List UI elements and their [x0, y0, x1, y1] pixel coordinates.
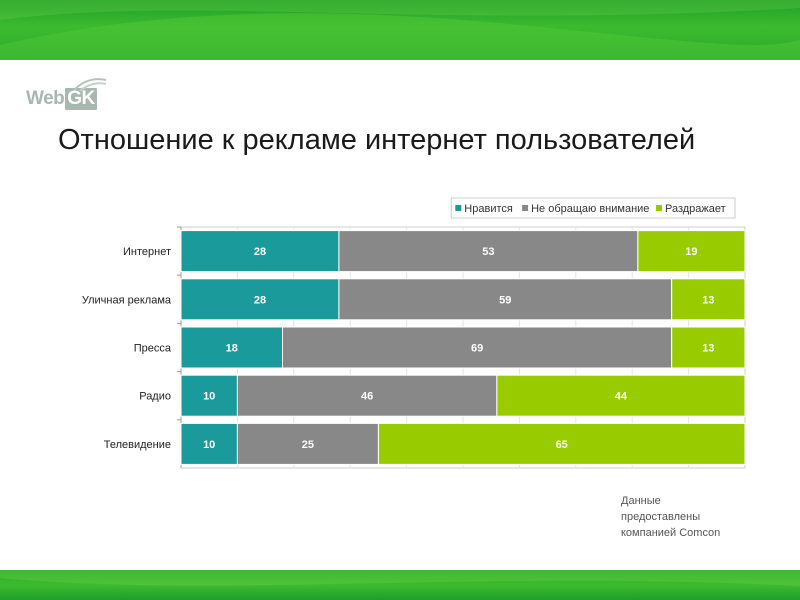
data-label: 13	[702, 343, 714, 355]
source-note: Данные предоставлены компанией Comcon	[621, 493, 771, 541]
data-label: 59	[499, 294, 511, 306]
bar-segment	[180, 278, 340, 321]
bar-segment	[338, 278, 673, 321]
data-label: 28	[254, 294, 266, 306]
category-label: Интернет	[123, 246, 171, 258]
bar-segment	[637, 230, 746, 273]
source-note-line: Данные	[621, 495, 661, 507]
legend-swatch	[455, 205, 462, 211]
bar-segment	[496, 374, 746, 417]
legend-swatch	[656, 205, 662, 211]
bar-segment	[377, 422, 746, 465]
data-label: 25	[302, 439, 314, 451]
legend-label: Не обращаю внимание	[531, 203, 649, 215]
data-label: 46	[361, 391, 373, 403]
data-label: 28	[254, 246, 266, 258]
data-label: 13	[702, 294, 714, 306]
legend-swatch	[522, 205, 529, 211]
logo-gk-text: GK	[65, 88, 97, 110]
legend-box	[450, 197, 736, 219]
data-label: 19	[685, 246, 697, 258]
logo-arcs-icon	[73, 78, 107, 92]
bar-segment	[671, 326, 746, 369]
data-label: 69	[471, 343, 483, 355]
data-label: 65	[556, 439, 568, 451]
source-note-line: компанией Comcon	[621, 527, 721, 539]
category-label: Радио	[139, 391, 171, 403]
data-label: 44	[615, 391, 628, 403]
category-label: Телевидение	[104, 439, 171, 451]
bar-segment	[180, 422, 238, 465]
category-label: Уличная реклама	[82, 294, 172, 306]
bottom-banner	[0, 570, 800, 600]
source-note-line: предоставлены	[621, 511, 701, 523]
legend-label: Раздражает	[665, 203, 726, 215]
bar-segment	[236, 422, 379, 465]
bar-segment	[180, 230, 340, 273]
page-title: Отношение к рекламе интернет пользовател…	[58, 124, 696, 156]
logo-web-text: Web	[26, 88, 65, 109]
banner-swoosh	[0, 570, 800, 586]
legend-label: Нравится	[464, 203, 513, 215]
data-label: 53	[482, 246, 494, 258]
category-label: Пресса	[134, 343, 172, 355]
logo: Web GK	[26, 88, 97, 110]
bar-segment	[180, 326, 284, 369]
data-label: 10	[203, 439, 215, 451]
data-label: 18	[226, 343, 238, 355]
bar-segment	[338, 230, 639, 273]
bar-segment	[671, 278, 746, 321]
banner-swoosh	[0, 0, 800, 60]
top-banner	[0, 0, 800, 60]
data-label: 10	[203, 391, 215, 403]
bar-segment	[236, 374, 498, 417]
